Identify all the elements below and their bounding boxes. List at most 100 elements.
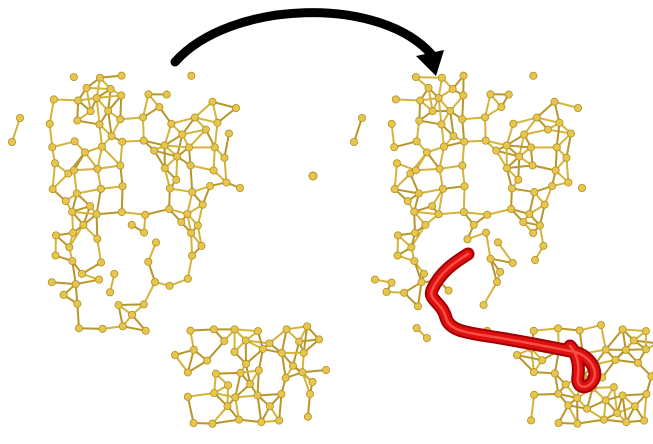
left-structure-bonds: [11, 74, 327, 425]
bond: [554, 100, 579, 109]
atom: [434, 210, 443, 219]
atom: [496, 267, 505, 276]
atom: [574, 104, 583, 113]
atom: [197, 241, 206, 250]
atom: [288, 361, 297, 370]
atom: [392, 159, 401, 168]
atom: [437, 120, 446, 129]
atom: [74, 324, 83, 333]
atom: [114, 300, 123, 309]
atom: [647, 372, 653, 381]
atom: [460, 182, 469, 191]
atom: [178, 130, 187, 139]
left-atomic-structure: [7, 71, 330, 428]
atom: [208, 419, 217, 428]
bond: [68, 224, 85, 248]
atom: [550, 97, 559, 106]
migration-path: [426, 249, 600, 392]
atom: [449, 132, 458, 141]
atom: [504, 90, 513, 99]
atom: [140, 228, 149, 237]
atom: [188, 251, 197, 260]
atom: [321, 365, 330, 374]
bond: [393, 163, 398, 190]
bond: [189, 165, 194, 193]
atom: [97, 258, 106, 267]
atom: [446, 107, 455, 116]
atom: [208, 97, 217, 106]
bond: [215, 371, 241, 375]
atom: [479, 300, 488, 309]
bond: [534, 392, 559, 396]
atom: [416, 96, 425, 105]
atom: [183, 209, 192, 218]
atom: [236, 368, 245, 377]
bond: [120, 186, 124, 213]
atom: [611, 355, 620, 364]
atom: [69, 166, 78, 175]
atom: [507, 184, 516, 193]
atom: [68, 207, 77, 216]
atom: [275, 416, 284, 425]
atom: [509, 119, 518, 128]
bond: [53, 98, 79, 102]
atom: [235, 183, 244, 192]
bond: [437, 188, 444, 215]
bond: [600, 324, 607, 350]
atom: [165, 184, 174, 193]
bond: [565, 133, 572, 158]
bond: [394, 188, 419, 195]
atom: [529, 368, 538, 377]
atom: [530, 188, 539, 197]
bond: [437, 97, 443, 125]
atom: [95, 275, 104, 284]
atom: [170, 350, 179, 359]
atom: [315, 335, 324, 344]
atom: [520, 130, 529, 139]
atom: [79, 220, 88, 229]
bond: [565, 157, 570, 183]
bond: [118, 303, 144, 306]
atom: [139, 136, 148, 145]
atom: [387, 119, 396, 128]
bond: [524, 128, 549, 136]
atom: [187, 71, 196, 80]
atom: [209, 325, 218, 334]
atom: [184, 143, 193, 152]
atom: [492, 146, 501, 155]
atom: [393, 231, 402, 240]
atom: [50, 159, 59, 168]
atom: [118, 137, 127, 146]
bond: [96, 94, 122, 100]
atom: [118, 182, 127, 191]
atom: [106, 85, 115, 94]
atom: [551, 166, 560, 175]
bond: [555, 122, 561, 148]
atom: [253, 327, 262, 336]
atom: [231, 104, 240, 113]
atom: [535, 221, 544, 230]
atom: [209, 166, 218, 175]
bond: [223, 157, 228, 183]
atom: [117, 71, 126, 80]
atom: [459, 71, 468, 80]
atom: [188, 188, 197, 197]
atom: [422, 148, 431, 157]
atom: [573, 419, 582, 428]
atom: [382, 287, 391, 296]
atom: [59, 290, 68, 299]
atom: [51, 231, 60, 240]
atom: [234, 415, 243, 424]
bond: [51, 163, 56, 190]
atom: [564, 401, 573, 410]
atom: [69, 73, 78, 82]
atom: [241, 336, 250, 345]
atom: [198, 200, 207, 209]
atom: [493, 238, 502, 247]
bond: [643, 393, 648, 421]
isolated-atom: [308, 171, 318, 181]
atom: [531, 256, 540, 265]
atom: [387, 278, 396, 287]
atom: [186, 326, 195, 335]
